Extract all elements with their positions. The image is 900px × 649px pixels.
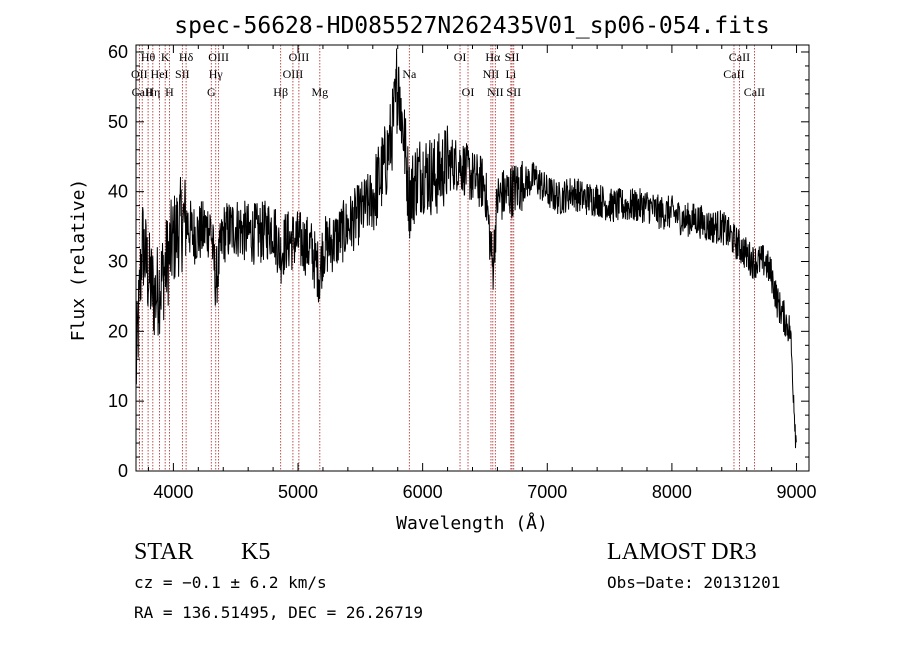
spectral-line-label: Hβ xyxy=(273,85,288,99)
spectral-line-label: OI xyxy=(462,85,475,99)
spectral-line-label: G xyxy=(207,85,216,99)
spectral-line-label: Hγ xyxy=(209,67,224,81)
spectral-line-label: NII xyxy=(483,67,500,81)
spectral-line-label: HeI xyxy=(151,67,169,81)
y-tick-label: 0 xyxy=(118,461,128,481)
spectral-line-label: Hη xyxy=(145,85,160,99)
spectral-line-label: OIII xyxy=(289,50,310,64)
spectral-line-label: Li xyxy=(506,67,517,81)
redshift-cz: cz = −0.1 ± 6.2 km/s xyxy=(134,573,327,592)
spectrum-line xyxy=(135,48,797,449)
spectral-line-label: OIII xyxy=(208,50,229,64)
x-axis-ticks: 4000 5000 6000 7000 8000 9000 xyxy=(147,45,817,502)
y-tick-label: 20 xyxy=(108,321,128,341)
plot-frame xyxy=(135,44,810,472)
spectral-line-label: K xyxy=(161,50,170,64)
spectral-line-label: Hδ xyxy=(179,50,194,64)
y-axis-ticks: 0 10 20 30 40 50 60 xyxy=(108,42,809,481)
y-tick-label: 50 xyxy=(108,112,128,132)
y-tick-label: 60 xyxy=(108,42,128,62)
spectral-line-label: Na xyxy=(402,67,417,81)
x-tick-label: 9000 xyxy=(777,482,817,502)
spectral-line-label: Mg xyxy=(311,85,328,99)
object-subclass: K5 xyxy=(241,539,271,565)
spectral-line-label: Hθ xyxy=(141,50,156,64)
spectral-line-label: OII xyxy=(131,67,148,81)
survey-name: LAMOST DR3 xyxy=(607,539,757,565)
x-tick-label: 8000 xyxy=(652,482,692,502)
spectral-line-label: OIII xyxy=(283,67,304,81)
y-tick-label: 10 xyxy=(108,391,128,411)
y-tick-label: 30 xyxy=(108,251,128,271)
x-axis-label: Wavelength (Å) xyxy=(396,512,548,534)
spectral-line-label: CaII xyxy=(729,50,750,64)
y-axis-label: Flux (relative) xyxy=(68,179,89,342)
spectral-line-label: SII xyxy=(505,50,520,64)
observation-date: Obs−Date: 20131201 xyxy=(607,573,781,592)
x-tick-label: 6000 xyxy=(403,482,443,502)
spectral-line-label: CaII xyxy=(744,85,765,99)
spectral-line-label: CaII xyxy=(132,85,153,99)
spectral-line-label: NII xyxy=(487,85,504,99)
x-tick-label: 7000 xyxy=(527,482,567,502)
spectral-line-label: SII xyxy=(506,85,521,99)
spectral-line-label: OI xyxy=(454,50,467,64)
spectral-line-markers xyxy=(138,45,755,471)
object-class: STAR xyxy=(134,539,194,565)
spectral-line-label: CaII xyxy=(723,67,744,81)
ra-dec: RA = 136.51495, DEC = 26.26719 xyxy=(134,603,423,622)
spectral-line-label: Hα xyxy=(485,50,501,64)
spectral-line-label: H xyxy=(165,85,174,99)
spectral-line-label: SII xyxy=(175,67,190,81)
x-tick-label: 5000 xyxy=(278,482,318,502)
y-tick-label: 40 xyxy=(108,182,128,202)
chart-title: spec-56628-HD085527N262435V01_sp06-054.f… xyxy=(174,13,769,39)
x-tick-label: 4000 xyxy=(153,482,193,502)
